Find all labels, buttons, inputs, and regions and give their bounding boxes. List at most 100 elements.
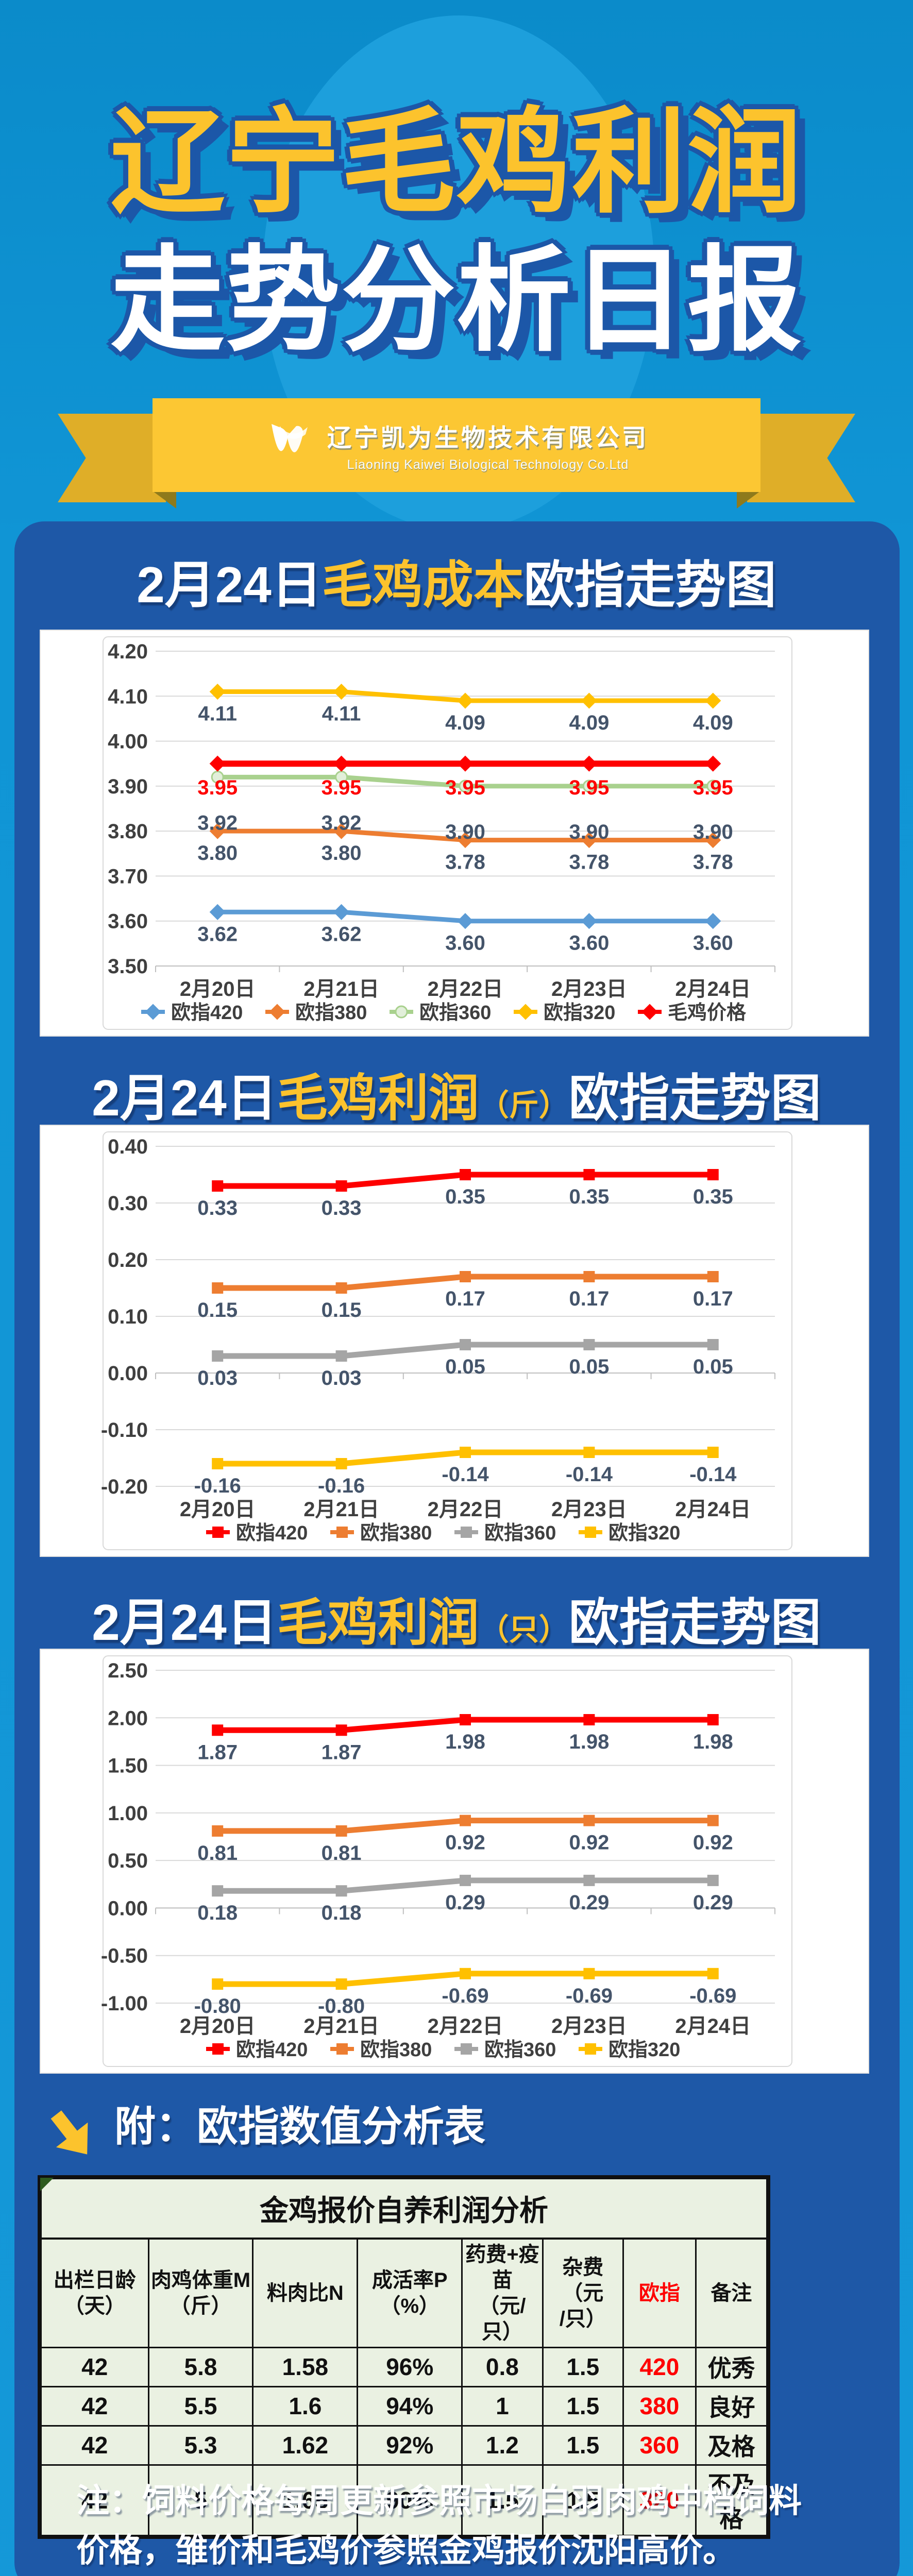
x-axis-label: 2月23日 <box>551 978 627 1001</box>
y-axis-tick-label: 1.00 <box>108 1802 148 1825</box>
y-axis-tick-label: -1.00 <box>101 1992 148 2015</box>
table-title: 金鸡报价自养利润分析 <box>40 2178 768 2240</box>
x-axis-label: 2月24日 <box>675 2015 751 2038</box>
table-cell: 优秀 <box>695 2346 768 2387</box>
y-axis-tick-label: 4.20 <box>108 640 148 663</box>
y-axis-tick-label: 3.90 <box>108 775 148 798</box>
company-text-block: 辽宁凯为生物技术有限公司 Liaoning Kaiwei Biological … <box>327 418 649 472</box>
data-point-marker <box>212 2043 224 2055</box>
legend-label: 毛鸡价格 <box>668 1002 747 1024</box>
data-point-marker <box>333 755 350 772</box>
table-cell: 320 <box>622 2464 697 2536</box>
y-axis-tick-label: 0.20 <box>108 1249 148 1272</box>
data-label: -0.80 <box>318 1995 365 2018</box>
data-point-marker <box>335 1282 347 1294</box>
x-axis-label: 2月23日 <box>551 2015 627 2038</box>
data-label: 0.03 <box>322 1367 362 1389</box>
table-row: 42 5 1.65 90% 1.5 1.5 320 不及格 <box>40 2464 768 2536</box>
y-axis-tick-label: 4.00 <box>108 731 148 753</box>
data-point-marker <box>583 1815 595 1826</box>
data-label: 0.35 <box>445 1185 485 1208</box>
data-label: 0.05 <box>693 1355 733 1378</box>
data-point-marker <box>212 1282 224 1294</box>
footnote-line: 注：饲料价格每周更新参照市场白羽肉鸡中档饲料 <box>76 2482 802 2519</box>
data-point-marker <box>707 1339 719 1350</box>
data-point-marker <box>707 1447 719 1458</box>
data-point-marker <box>460 1339 471 1350</box>
title-segment: 欧指走势图 <box>568 1070 821 1126</box>
table-column-header: 成活率P （%） <box>357 2238 463 2348</box>
annex-heading-row: 附：欧指数值分析表 <box>43 2103 485 2165</box>
data-label: 0.18 <box>197 1902 238 1924</box>
title-segment: 2月24日 <box>92 1594 277 1651</box>
y-axis-tick-label: 0.10 <box>108 1306 148 1328</box>
data-point-marker <box>335 1180 347 1192</box>
data-label: -0.16 <box>194 1475 241 1497</box>
data-label: 3.92 <box>322 811 362 834</box>
cost-chart-box: 4.20 4.10 4.00 3.90 3.80 3.70 3.60 3.50 2月20日 2月2… <box>40 630 869 1037</box>
table-row: 42 5.8 1.58 96% 0.8 1.5 420 优秀 <box>40 2346 768 2387</box>
title-segment: 2月24日 <box>92 1070 277 1126</box>
y-axis-tick-label: 1.50 <box>108 1755 148 1777</box>
table-row: 42 5.3 1.62 92% 1.2 1.5 360 及格 <box>40 2425 768 2466</box>
x-axis-label: 2月24日 <box>675 1498 751 1521</box>
table-cell: 1.58 <box>252 2346 359 2387</box>
profit-analysis-table-wrap: 金鸡报价自养利润分析 出栏日龄 （天） 肉鸡体重M （斤） 料肉比N 成活率P （%） 药费+疫… <box>38 2175 770 2539</box>
profit-per-bird-chart-box: 2.50 2.00 1.50 1.00 0.50 0.00 -0.50 -1.00 2月20日 2… <box>40 1649 869 2074</box>
data-label: 0.17 <box>445 1287 485 1310</box>
data-point-marker <box>212 1350 224 1362</box>
y-axis-tick-label: 0.40 <box>108 1136 148 1158</box>
table-cell: 1.5 <box>542 2346 624 2387</box>
data-point-marker <box>581 755 597 772</box>
data-point-marker <box>333 904 350 920</box>
data-label: 3.62 <box>322 923 362 945</box>
data-point-marker <box>460 1714 471 1725</box>
table-cell: 42 <box>40 2425 149 2466</box>
data-label: 0.17 <box>693 1287 733 1310</box>
legend-label: 欧指320 <box>544 1002 615 1024</box>
data-label: 3.60 <box>693 932 733 955</box>
ribbon-tail-right <box>747 414 855 502</box>
data-point-marker <box>461 2043 472 2055</box>
x-axis-label: 2月23日 <box>551 1498 627 1521</box>
table-cell: 1.5 <box>542 2425 624 2466</box>
section-title-cost: 2月24日毛鸡成本欧指走势图 <box>0 560 913 610</box>
x-axis-label: 2月20日 <box>180 2015 256 2038</box>
data-point-marker <box>583 1271 595 1282</box>
data-point-marker <box>212 1825 224 1837</box>
data-point-marker <box>212 1527 224 1538</box>
data-point-marker <box>583 1447 595 1458</box>
data-point-marker <box>705 692 721 709</box>
legend-label: 欧指380 <box>360 2039 432 2061</box>
data-label: -0.69 <box>566 1985 613 2007</box>
title-segment: 欧指走势图 <box>568 1594 821 1651</box>
data-label: 3.78 <box>569 851 609 874</box>
cost-trend-chart: 4.20 4.10 4.00 3.90 3.80 3.70 3.60 3.50 2月20日 2月2… <box>103 636 792 1030</box>
data-label: 3.80 <box>197 842 238 865</box>
y-axis-tick-label: -0.20 <box>101 1476 148 1498</box>
legend-label: 欧指360 <box>484 1522 556 1544</box>
ribbon-fold-left <box>153 491 176 509</box>
data-point-marker <box>582 779 596 793</box>
data-point-marker <box>269 1004 285 1020</box>
data-point-marker <box>583 1874 595 1886</box>
table-cell: 420 <box>622 2346 697 2387</box>
data-label: 0.29 <box>445 1891 485 1914</box>
y-axis-tick-label: -0.50 <box>101 1945 148 1968</box>
section-title-profit-jin: 2月24日毛鸡利润（斤）欧指走势图 <box>0 1073 913 1123</box>
data-label: -0.80 <box>194 1995 241 2018</box>
data-label: 0.17 <box>569 1287 609 1310</box>
data-label: 1.87 <box>322 1741 362 1764</box>
data-label: 0.81 <box>197 1842 238 1865</box>
x-axis-label: 2月22日 <box>428 1498 503 1521</box>
chart-frame <box>103 1131 792 1550</box>
profit-per-bird-trend-chart: 2.50 2.00 1.50 1.00 0.50 0.00 -0.50 -1.00 2月20日 2… <box>101 1655 792 2067</box>
table-cell: 42 <box>40 2464 149 2536</box>
data-point-marker <box>335 1825 347 1837</box>
data-label: 3.92 <box>197 811 238 834</box>
data-label: 4.09 <box>569 711 609 734</box>
table-cell: 5.5 <box>147 2385 254 2427</box>
data-point-marker <box>209 684 226 700</box>
data-label: 0.81 <box>322 1842 362 1865</box>
